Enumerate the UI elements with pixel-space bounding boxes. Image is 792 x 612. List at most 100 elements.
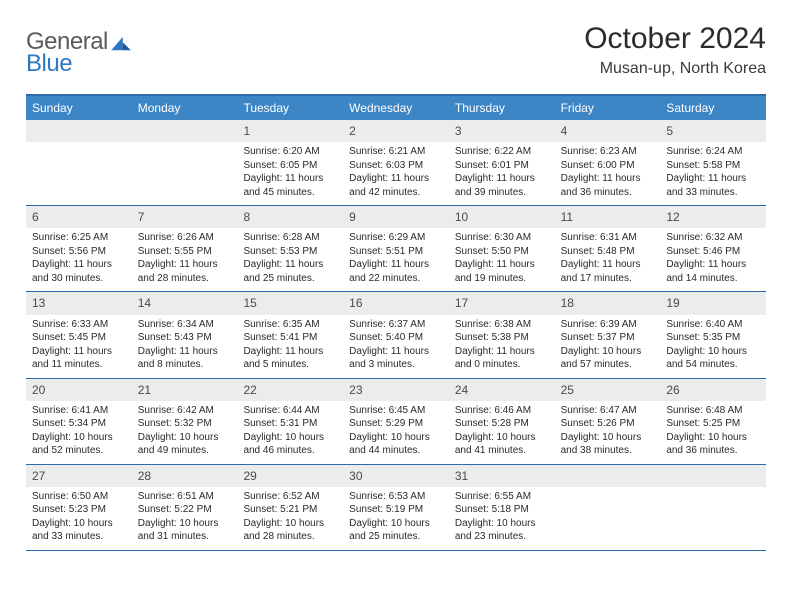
sunset-text: Sunset: 5:53 PM <box>243 245 337 259</box>
day-body: Sunrise: 6:41 AMSunset: 5:34 PMDaylight:… <box>26 401 132 464</box>
daylight-text: Daylight: 11 hours and 3 minutes. <box>349 345 443 372</box>
logo-triangle-icon <box>110 36 132 52</box>
sunrise-text: Sunrise: 6:41 AM <box>32 404 126 418</box>
daylight-text: Daylight: 10 hours and 38 minutes. <box>561 431 655 458</box>
day-number: 11 <box>555 206 661 228</box>
sunset-text: Sunset: 5:23 PM <box>32 503 126 517</box>
day-cell: 8Sunrise: 6:28 AMSunset: 5:53 PMDaylight… <box>237 206 343 291</box>
daylight-text: Daylight: 11 hours and 30 minutes. <box>32 258 126 285</box>
title-block: October 2024 Musan-up, North Korea <box>584 22 766 78</box>
day-number: 8 <box>237 206 343 228</box>
daylight-text: Daylight: 11 hours and 25 minutes. <box>243 258 337 285</box>
daylight-text: Daylight: 11 hours and 5 minutes. <box>243 345 337 372</box>
day-cell: 18Sunrise: 6:39 AMSunset: 5:37 PMDayligh… <box>555 292 661 377</box>
sunset-text: Sunset: 5:22 PM <box>138 503 232 517</box>
day-body: Sunrise: 6:40 AMSunset: 5:35 PMDaylight:… <box>660 315 766 378</box>
day-number: 28 <box>132 465 238 487</box>
sunset-text: Sunset: 5:58 PM <box>666 159 760 173</box>
sunset-text: Sunset: 5:56 PM <box>32 245 126 259</box>
sunset-text: Sunset: 5:29 PM <box>349 417 443 431</box>
daylight-text: Daylight: 10 hours and 49 minutes. <box>138 431 232 458</box>
day-body: Sunrise: 6:30 AMSunset: 5:50 PMDaylight:… <box>449 228 555 291</box>
day-number <box>660 465 766 487</box>
day-number: 13 <box>26 292 132 314</box>
day-cell: 3Sunrise: 6:22 AMSunset: 6:01 PMDaylight… <box>449 120 555 205</box>
day-header-saturday: Saturday <box>660 96 766 120</box>
sunrise-text: Sunrise: 6:23 AM <box>561 145 655 159</box>
day-body: Sunrise: 6:23 AMSunset: 6:00 PMDaylight:… <box>555 142 661 205</box>
day-body: Sunrise: 6:29 AMSunset: 5:51 PMDaylight:… <box>343 228 449 291</box>
day-number <box>26 120 132 142</box>
day-body: Sunrise: 6:25 AMSunset: 5:56 PMDaylight:… <box>26 228 132 291</box>
day-number: 14 <box>132 292 238 314</box>
day-header-friday: Friday <box>555 96 661 120</box>
day-cell: 5Sunrise: 6:24 AMSunset: 5:58 PMDaylight… <box>660 120 766 205</box>
sunrise-text: Sunrise: 6:45 AM <box>349 404 443 418</box>
sunset-text: Sunset: 6:00 PM <box>561 159 655 173</box>
sunset-text: Sunset: 5:28 PM <box>455 417 549 431</box>
daylight-text: Daylight: 11 hours and 45 minutes. <box>243 172 337 199</box>
daylight-text: Daylight: 11 hours and 0 minutes. <box>455 345 549 372</box>
sunset-text: Sunset: 5:35 PM <box>666 331 760 345</box>
daylight-text: Daylight: 11 hours and 14 minutes. <box>666 258 760 285</box>
day-number: 26 <box>660 379 766 401</box>
sunrise-text: Sunrise: 6:31 AM <box>561 231 655 245</box>
day-body: Sunrise: 6:22 AMSunset: 6:01 PMDaylight:… <box>449 142 555 205</box>
week-row: 20Sunrise: 6:41 AMSunset: 5:34 PMDayligh… <box>26 379 766 465</box>
day-cell: 24Sunrise: 6:46 AMSunset: 5:28 PMDayligh… <box>449 379 555 464</box>
day-body: Sunrise: 6:28 AMSunset: 5:53 PMDaylight:… <box>237 228 343 291</box>
sunrise-text: Sunrise: 6:28 AM <box>243 231 337 245</box>
day-body: Sunrise: 6:24 AMSunset: 5:58 PMDaylight:… <box>660 142 766 205</box>
sunset-text: Sunset: 5:48 PM <box>561 245 655 259</box>
day-cell: 25Sunrise: 6:47 AMSunset: 5:26 PMDayligh… <box>555 379 661 464</box>
logo: GeneralBlue <box>26 28 132 78</box>
sunset-text: Sunset: 5:21 PM <box>243 503 337 517</box>
sunset-text: Sunset: 5:55 PM <box>138 245 232 259</box>
daylight-text: Daylight: 10 hours and 41 minutes. <box>455 431 549 458</box>
sunrise-text: Sunrise: 6:51 AM <box>138 490 232 504</box>
sunset-text: Sunset: 5:38 PM <box>455 331 549 345</box>
day-number: 3 <box>449 120 555 142</box>
day-number: 5 <box>660 120 766 142</box>
day-body: Sunrise: 6:44 AMSunset: 5:31 PMDaylight:… <box>237 401 343 464</box>
day-cell: 31Sunrise: 6:55 AMSunset: 5:18 PMDayligh… <box>449 465 555 550</box>
sunrise-text: Sunrise: 6:48 AM <box>666 404 760 418</box>
sunrise-text: Sunrise: 6:47 AM <box>561 404 655 418</box>
day-body: Sunrise: 6:39 AMSunset: 5:37 PMDaylight:… <box>555 315 661 378</box>
day-body: Sunrise: 6:55 AMSunset: 5:18 PMDaylight:… <box>449 487 555 550</box>
daylight-text: Daylight: 10 hours and 28 minutes. <box>243 517 337 544</box>
daylight-text: Daylight: 10 hours and 57 minutes. <box>561 345 655 372</box>
daylight-text: Daylight: 11 hours and 17 minutes. <box>561 258 655 285</box>
sunset-text: Sunset: 5:41 PM <box>243 331 337 345</box>
day-number: 20 <box>26 379 132 401</box>
sunrise-text: Sunrise: 6:53 AM <box>349 490 443 504</box>
day-cell: 7Sunrise: 6:26 AMSunset: 5:55 PMDaylight… <box>132 206 238 291</box>
sunrise-text: Sunrise: 6:38 AM <box>455 318 549 332</box>
sunset-text: Sunset: 5:25 PM <box>666 417 760 431</box>
day-number: 17 <box>449 292 555 314</box>
sunrise-text: Sunrise: 6:42 AM <box>138 404 232 418</box>
daylight-text: Daylight: 10 hours and 25 minutes. <box>349 517 443 544</box>
sunset-text: Sunset: 5:45 PM <box>32 331 126 345</box>
day-cell: 14Sunrise: 6:34 AMSunset: 5:43 PMDayligh… <box>132 292 238 377</box>
sunset-text: Sunset: 5:19 PM <box>349 503 443 517</box>
day-cell: 22Sunrise: 6:44 AMSunset: 5:31 PMDayligh… <box>237 379 343 464</box>
day-cell: 6Sunrise: 6:25 AMSunset: 5:56 PMDaylight… <box>26 206 132 291</box>
sunrise-text: Sunrise: 6:37 AM <box>349 318 443 332</box>
sunrise-text: Sunrise: 6:39 AM <box>561 318 655 332</box>
sunrise-text: Sunrise: 6:34 AM <box>138 318 232 332</box>
daylight-text: Daylight: 10 hours and 23 minutes. <box>455 517 549 544</box>
sunset-text: Sunset: 5:46 PM <box>666 245 760 259</box>
daylight-text: Daylight: 11 hours and 28 minutes. <box>138 258 232 285</box>
day-cell: 2Sunrise: 6:21 AMSunset: 6:03 PMDaylight… <box>343 120 449 205</box>
daylight-text: Daylight: 11 hours and 8 minutes. <box>138 345 232 372</box>
day-body: Sunrise: 6:21 AMSunset: 6:03 PMDaylight:… <box>343 142 449 205</box>
day-cell: 23Sunrise: 6:45 AMSunset: 5:29 PMDayligh… <box>343 379 449 464</box>
day-number: 18 <box>555 292 661 314</box>
day-body: Sunrise: 6:51 AMSunset: 5:22 PMDaylight:… <box>132 487 238 550</box>
day-cell: 1Sunrise: 6:20 AMSunset: 6:05 PMDaylight… <box>237 120 343 205</box>
day-number: 1 <box>237 120 343 142</box>
sunset-text: Sunset: 6:03 PM <box>349 159 443 173</box>
day-cell: 12Sunrise: 6:32 AMSunset: 5:46 PMDayligh… <box>660 206 766 291</box>
week-row: 13Sunrise: 6:33 AMSunset: 5:45 PMDayligh… <box>26 292 766 378</box>
